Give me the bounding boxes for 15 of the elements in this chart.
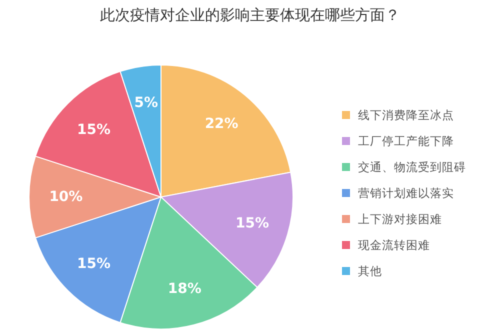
legend-label: 线下消费降至冰点 [358, 108, 454, 122]
data-label: 10% [49, 189, 83, 205]
legend-label: 交通、物流受到阻碍 [358, 160, 466, 174]
data-label: 22% [204, 116, 238, 132]
data-label: 15% [77, 122, 111, 138]
data-label: 15% [77, 256, 111, 272]
data-label: 15% [236, 216, 270, 232]
legend-label: 营销计划难以落实 [358, 186, 454, 200]
legend-label: 上下游对接困难 [358, 212, 442, 226]
legend-label: 其他 [358, 264, 382, 278]
legend-label: 现金流转困难 [358, 238, 430, 252]
legend-label: 工厂停工产能下降 [358, 134, 454, 148]
chart-title: 此次疫情对企业的影响主要体现在哪些方面？ [99, 6, 401, 25]
data-label: 5% [134, 95, 158, 112]
data-label: 18% [168, 281, 202, 298]
